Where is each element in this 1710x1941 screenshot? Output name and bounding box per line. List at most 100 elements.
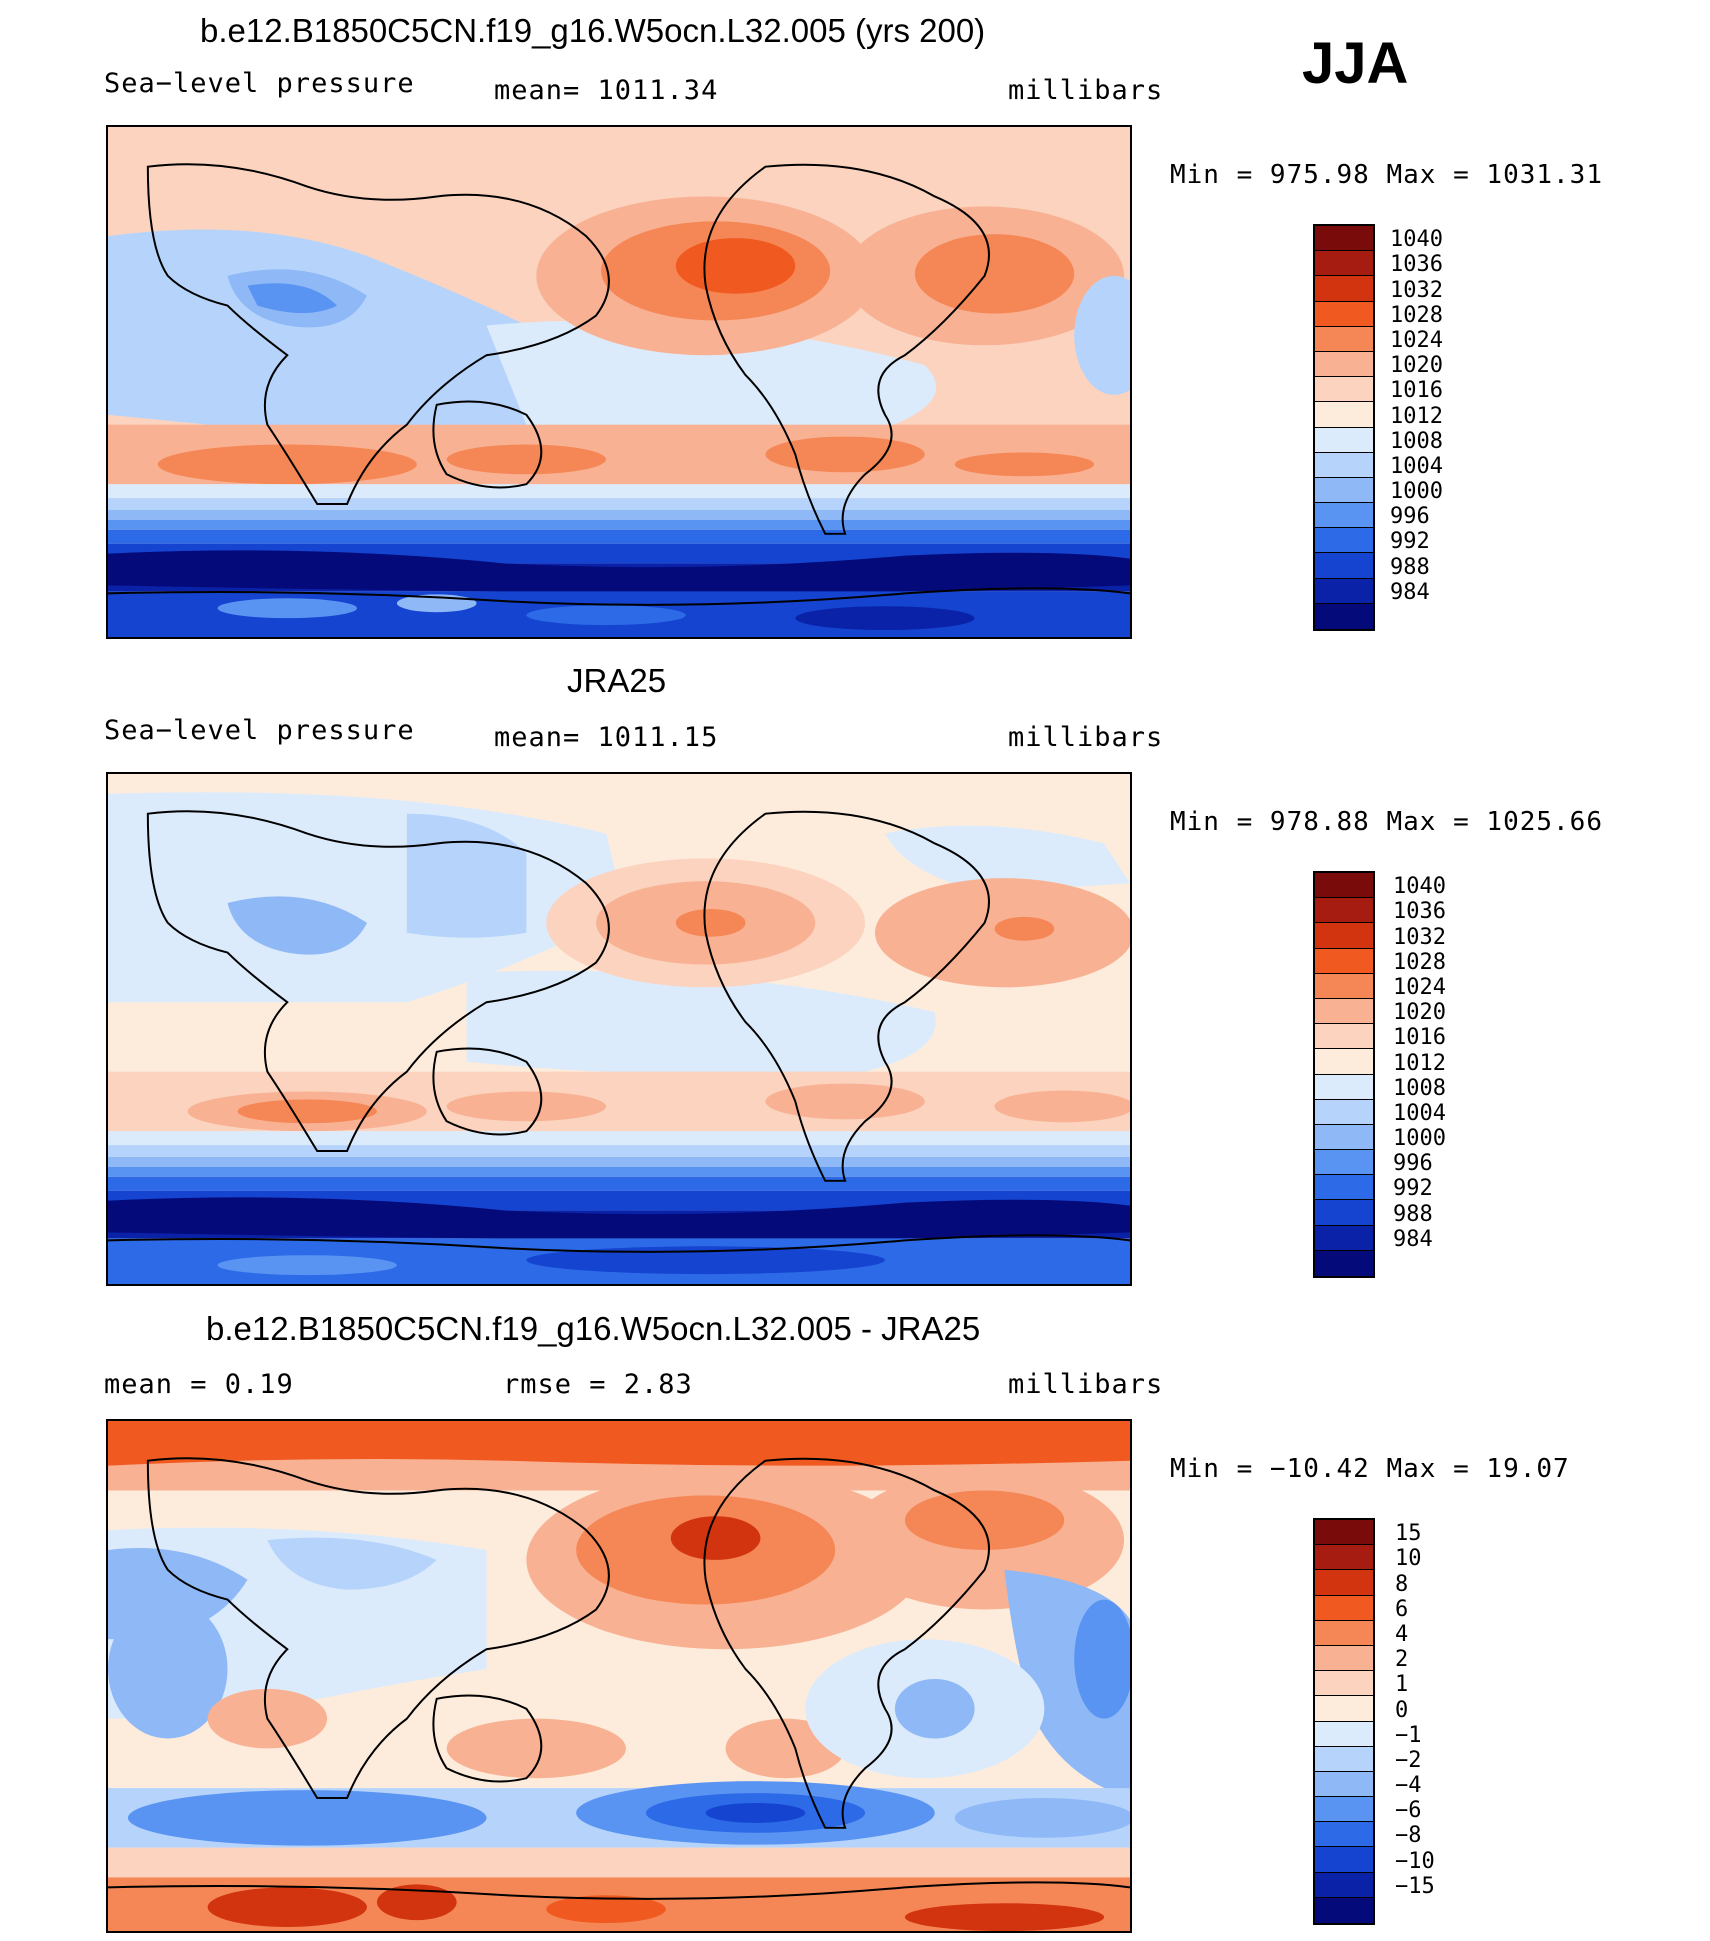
colorbar-segment [1315, 1771, 1373, 1798]
colorbar-tick-label: 6 [1395, 1596, 1409, 1622]
colorbar-segment [1315, 1721, 1373, 1747]
colorbar-segment [1315, 528, 1373, 554]
colorbar-tick-label: 1020 [1393, 1000, 1446, 1026]
panel-model-minmax: Min = 975.98 Max = 1031.31 [1170, 160, 1603, 190]
panel-obs-colorbar-labels: 1040 1036 1032 1028 1024 1020 1016 1012 1008 1004… [1393, 871, 1513, 1278]
panel-model-colorbar [1313, 224, 1375, 631]
colorbar-tick-label: 4 [1395, 1621, 1409, 1647]
colorbar-tick-label: 1012 [1390, 403, 1443, 429]
panel-obs-minmax: Min = 978.88 Max = 1025.66 [1170, 807, 1603, 837]
colorbar-tick-label: 1 [1395, 1672, 1409, 1698]
colorbar-segment [1315, 477, 1373, 504]
colorbar-segment [1315, 1024, 1373, 1050]
colorbar-segment [1315, 377, 1373, 403]
colorbar-segment [1315, 1897, 1373, 1923]
colorbar-segment [1315, 427, 1373, 453]
colorbar-segment [1315, 1545, 1373, 1571]
colorbar-segment [1315, 301, 1373, 327]
colorbar-segment [1315, 1822, 1373, 1848]
panel-model-units-label: millibars [1008, 75, 1164, 106]
colorbar-tick-label: 1032 [1390, 277, 1443, 303]
colorbar-segment [1315, 1175, 1373, 1201]
colorbar-segment [1315, 351, 1373, 378]
colorbar-tick-label: 1028 [1390, 302, 1443, 328]
colorbar-tick-label: 996 [1390, 504, 1430, 530]
colorbar-segment [1315, 1797, 1373, 1823]
colorbar-tick-label: −4 [1395, 1773, 1422, 1799]
panel-obs-variable-label: Sea−level pressure [104, 715, 415, 746]
colorbar-tick-label: 984 [1393, 1226, 1433, 1252]
colorbar-segment [1315, 578, 1373, 604]
colorbar-tick-label: −10 [1395, 1848, 1435, 1874]
colorbar-tick-label: 1008 [1390, 428, 1443, 454]
colorbar-tick-label: 1032 [1393, 924, 1446, 950]
colorbar-segment [1315, 1074, 1373, 1100]
colorbar-segment [1315, 1225, 1373, 1251]
colorbar-segment [1315, 1124, 1373, 1151]
colorbar-segment [1315, 251, 1373, 277]
colorbar-segment [1315, 503, 1373, 529]
colorbar-segment [1315, 1570, 1373, 1596]
colorbar-tick-label: 1016 [1393, 1025, 1446, 1051]
colorbar-segment [1315, 1746, 1373, 1772]
colorbar-tick-label: 988 [1393, 1201, 1433, 1227]
colorbar-tick-label: 992 [1393, 1176, 1433, 1202]
panel-model-colorbar-labels: 1040 1036 1032 1028 1024 1020 1016 1012 1008 1004… [1390, 224, 1510, 631]
colorbar-segment [1315, 402, 1373, 428]
colorbar-tick-label: 2 [1395, 1647, 1409, 1673]
colorbar-segment [1315, 1595, 1373, 1621]
colorbar-tick-label: 1024 [1393, 974, 1446, 1000]
colorbar-segment [1315, 1696, 1373, 1722]
colorbar-tick-label: 1000 [1393, 1126, 1446, 1152]
panel-diff-map [106, 1419, 1132, 1933]
panel-diff-title: b.e12.B1850C5CN.f19_g16.W5ocn.L32.005 - … [206, 1310, 981, 1347]
colorbar-segment [1315, 452, 1373, 478]
colorbar-tick-label: 1008 [1393, 1075, 1446, 1101]
panel-model-map [106, 125, 1132, 639]
colorbar-tick-label: −2 [1395, 1747, 1422, 1773]
colorbar-segment [1315, 1200, 1373, 1226]
colorbar-segment [1315, 603, 1373, 629]
panel-diff-rmse-label: rmse = 2.83 [503, 1369, 693, 1400]
colorbar-segment [1315, 948, 1373, 974]
colorbar-tick-label: 996 [1393, 1151, 1433, 1177]
panel-diff-contour-field [108, 1421, 1130, 1931]
panel-model-mean-label: mean= 1011.34 [494, 75, 719, 106]
colorbar-tick-label: −15 [1395, 1873, 1435, 1899]
colorbar-segment [1315, 1049, 1373, 1075]
colorbar-segment [1315, 1250, 1373, 1276]
colorbar-tick-label: 1028 [1393, 949, 1446, 975]
panel-obs-colorbar [1313, 871, 1375, 1278]
colorbar-segment [1315, 873, 1373, 899]
colorbar-segment [1315, 1671, 1373, 1697]
colorbar-tick-label: 1016 [1390, 378, 1443, 404]
colorbar-segment [1315, 923, 1373, 949]
colorbar-segment [1315, 226, 1373, 252]
colorbar-segment [1315, 1150, 1373, 1176]
colorbar-tick-label: 1000 [1390, 479, 1443, 505]
panel-obs-contour-field [108, 774, 1130, 1284]
panel-model-variable-label: Sea−level pressure [104, 68, 415, 99]
colorbar-tick-label: 1024 [1390, 327, 1443, 353]
colorbar-tick-label: 1004 [1390, 453, 1443, 479]
colorbar-segment [1315, 998, 1373, 1025]
colorbar-tick-label: 992 [1390, 529, 1430, 555]
colorbar-tick-label: −1 [1395, 1722, 1422, 1748]
colorbar-segment [1315, 1520, 1373, 1546]
colorbar-segment [1315, 1099, 1373, 1125]
panel-diff-colorbar-labels: 15 10 8 6 4 2 1 0 −1 −2 −4 −6 −8 −10 −15 [1395, 1518, 1515, 1925]
colorbar-tick-label: 1040 [1393, 874, 1446, 900]
colorbar-tick-label: 10 [1395, 1546, 1422, 1572]
colorbar-tick-label: 1040 [1390, 227, 1443, 253]
panel-obs-units-label: millibars [1008, 722, 1164, 753]
colorbar-tick-label: 15 [1395, 1521, 1422, 1547]
colorbar-tick-label: 1004 [1393, 1100, 1446, 1126]
colorbar-segment [1315, 898, 1373, 924]
colorbar-tick-label: 1012 [1393, 1050, 1446, 1076]
colorbar-tick-label: 0 [1395, 1697, 1409, 1723]
colorbar-segment [1315, 1620, 1373, 1646]
colorbar-tick-label: −8 [1395, 1823, 1422, 1849]
colorbar-tick-label: 8 [1395, 1571, 1409, 1597]
panel-obs-title: JRA25 [567, 662, 667, 699]
panel-diff-colorbar [1313, 1518, 1375, 1925]
